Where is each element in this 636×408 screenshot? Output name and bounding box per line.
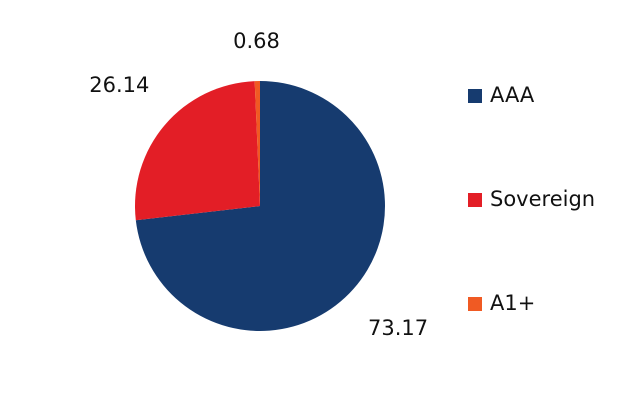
legend-swatch <box>468 193 482 207</box>
legend-label: AAA <box>490 83 535 107</box>
data-label: 0.68 <box>233 29 280 53</box>
legend-label: A1+ <box>490 291 535 315</box>
legend-swatch <box>468 297 482 311</box>
data-label: 26.14 <box>89 73 149 97</box>
pie-slice <box>135 81 385 331</box>
legend-label: Sovereign <box>490 187 595 211</box>
data-label: 73.17 <box>368 316 428 340</box>
pie-slice <box>135 81 260 221</box>
legend-swatch <box>468 89 482 103</box>
pie-slice <box>254 81 260 206</box>
